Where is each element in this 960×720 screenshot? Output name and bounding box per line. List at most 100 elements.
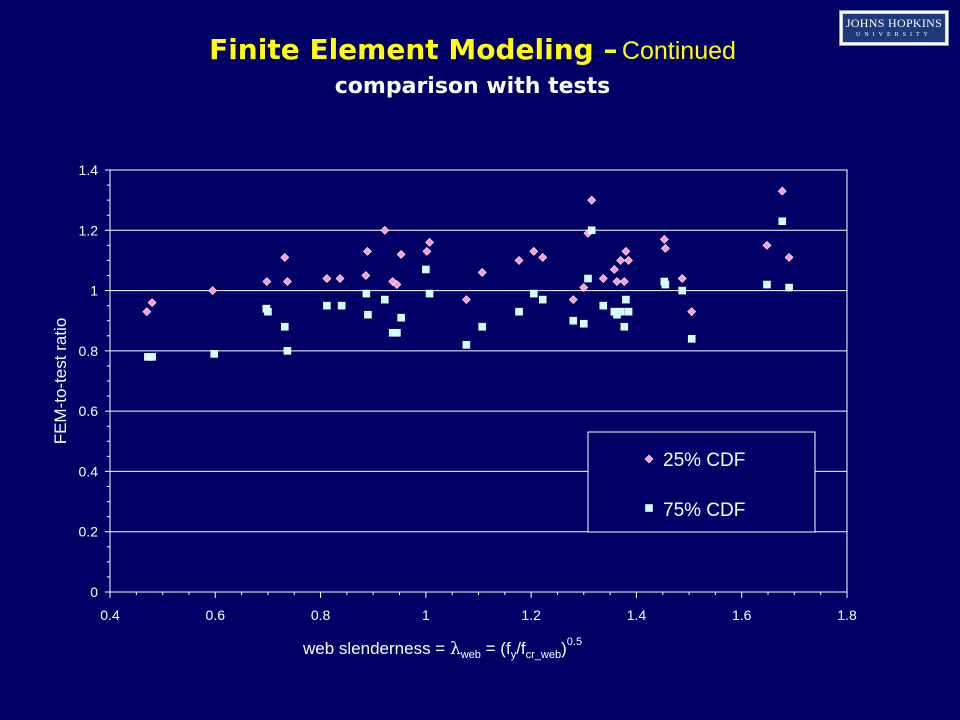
point-25-cdf — [461, 295, 471, 305]
tick-marks — [105, 169, 848, 598]
point-25-cdf — [380, 225, 390, 235]
point-75-cdf — [362, 289, 371, 298]
point-25-cdf — [262, 277, 272, 286]
point-75-cdf — [687, 334, 696, 343]
legend-box — [587, 431, 816, 533]
point-25-cdf — [609, 265, 619, 274]
y-tick-label: 1.2 — [79, 222, 99, 238]
point-25-cdf — [208, 286, 218, 295]
point-75-cdf — [462, 341, 471, 349]
point-75-cdf — [569, 316, 578, 325]
point-75-cdf — [785, 283, 793, 292]
point-25-cdf — [529, 246, 539, 256]
point-75-cdf — [661, 280, 670, 289]
point-75-cdf — [323, 301, 331, 310]
y-tick-label: 0.6 — [79, 403, 99, 419]
point-25-cdf — [677, 274, 687, 283]
y-tick-label: 0.8 — [79, 343, 99, 359]
point-75-cdf — [397, 313, 405, 322]
point-75-cdf — [584, 274, 592, 283]
slide-title-continued: Continued — [621, 37, 736, 65]
point-75-cdf — [529, 289, 538, 298]
point-75-cdf — [620, 322, 629, 331]
x-tick-label: 0.6 — [206, 607, 226, 623]
x-label-lambda-sub: web — [460, 649, 481, 661]
slide-subtitle: comparison with tests — [334, 74, 611, 99]
y-tick-labels: 0 0.2 0.4 0.6 0.8 1 1.2 1.4 — [79, 162, 99, 600]
point-25-cdf — [579, 283, 589, 292]
y-tick-label: 0.4 — [79, 463, 99, 479]
point-25-cdf — [659, 234, 669, 244]
point-75-cdf — [538, 295, 547, 304]
point-25-cdf — [598, 274, 608, 283]
point-25-cdf — [392, 280, 402, 289]
point-75-cdf — [425, 289, 434, 298]
point-75-cdf — [393, 328, 401, 337]
point-75-cdf — [422, 265, 430, 274]
point-75-cdf — [364, 310, 372, 319]
y-axis-label: FEM-to-test ratio — [51, 318, 70, 445]
x-tick-label: 1.4 — [627, 607, 647, 623]
legend-marker-25 — [644, 454, 654, 464]
point-25-cdf — [616, 256, 626, 265]
x-label-lambda: λ — [450, 639, 461, 659]
point-25-cdf — [425, 237, 434, 247]
point-75-cdf — [763, 280, 771, 289]
y-tick-label: 0.2 — [79, 524, 99, 540]
x-label-prefix: web slenderness = — [302, 639, 450, 658]
x-tick-label: 0.8 — [311, 607, 331, 623]
point-75-cdf — [587, 226, 596, 235]
x-label-fcr-sub: cr_web — [526, 649, 561, 661]
point-25-cdf — [388, 277, 398, 286]
johns-hopkins-logo: JOHNS HOPKINS UNIVERSITY — [839, 10, 949, 46]
point-25-cdf — [784, 252, 794, 262]
point-75-cdf — [678, 286, 687, 295]
series-markers — [142, 186, 794, 361]
point-75-cdf — [210, 350, 219, 358]
x-axis-label: web slenderness = λweb = (fy/fcr_web)0.5 — [302, 636, 582, 661]
point-25-cdf — [687, 307, 697, 317]
point-25-cdf — [777, 186, 787, 196]
point-25-cdf — [361, 271, 371, 280]
point-25-cdf — [538, 252, 548, 262]
point-75-cdf — [280, 322, 289, 331]
point-75-cdf — [148, 353, 156, 361]
x-label-close: ) — [561, 639, 567, 658]
point-75-cdf — [337, 301, 346, 310]
x-tick-label: 1.6 — [732, 607, 752, 623]
point-25-cdf — [147, 298, 157, 308]
point-75-cdf — [599, 301, 608, 310]
legend: 25% CDF 75% CDF — [587, 431, 816, 533]
point-75-cdf — [478, 322, 486, 331]
point-25-cdf — [335, 274, 345, 283]
logo-university: UNIVERSITY — [856, 32, 932, 38]
point-25-cdf — [619, 277, 629, 286]
x-label-exponent: 0.5 — [567, 636, 582, 648]
point-75-cdf — [622, 295, 630, 304]
legend-label-75: 75% CDF — [663, 500, 745, 521]
x-tick-label: 1.8 — [837, 607, 857, 623]
legend-label-25: 25% CDF — [663, 450, 745, 471]
x-label-slash: /f — [516, 639, 526, 658]
point-75-cdf — [380, 295, 389, 304]
point-25-cdf — [621, 246, 631, 256]
point-25-cdf — [762, 240, 772, 250]
y-tick-label: 0 — [90, 584, 98, 600]
x-tick-label: 1 — [422, 607, 430, 623]
x-label-middle: = (f — [481, 639, 511, 658]
point-25-cdf — [282, 277, 292, 286]
point-75-cdf — [264, 307, 272, 316]
y-tick-label: 1 — [90, 283, 98, 299]
point-25-cdf — [396, 249, 406, 259]
point-25-cdf — [624, 256, 633, 265]
x-tick-label: 1.2 — [521, 607, 541, 623]
point-75-cdf — [778, 217, 787, 226]
point-25-cdf — [587, 195, 597, 205]
y-tick-label: 1.4 — [79, 162, 99, 178]
point-75-cdf — [624, 307, 633, 316]
point-25-cdf — [612, 277, 622, 286]
point-75-cdf — [579, 319, 588, 328]
logo-plate: JOHNS HOPKINS UNIVERSITY — [842, 13, 946, 43]
point-25-cdf — [422, 246, 432, 256]
